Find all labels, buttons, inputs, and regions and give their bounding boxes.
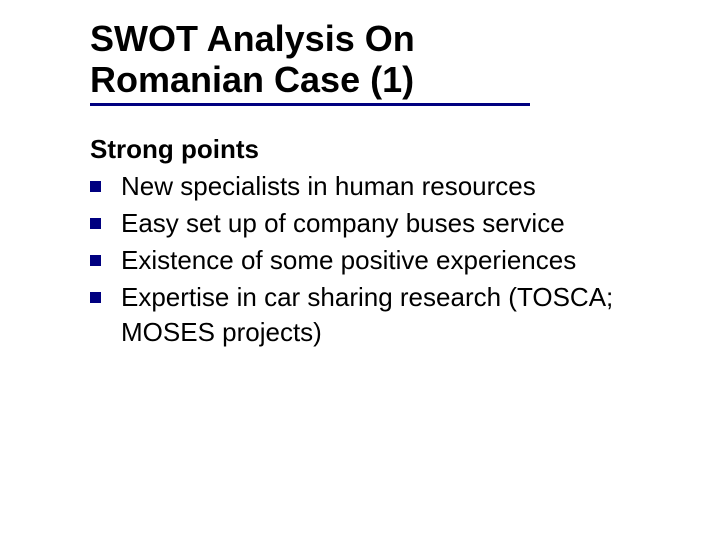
title-line-1: SWOT Analysis On: [90, 18, 415, 59]
list-item: Expertise in car sharing research (TOSCA…: [90, 280, 680, 350]
bullet-list: New specialists in human resources Easy …: [90, 169, 680, 350]
slide-title: SWOT Analysis On Romanian Case (1): [90, 18, 680, 101]
subtitle: Strong points: [90, 134, 680, 165]
bullet-text: New specialists in human resources: [121, 169, 536, 204]
square-bullet-icon: [90, 255, 101, 266]
title-underline: [90, 103, 530, 106]
slide-container: SWOT Analysis On Romanian Case (1) Stron…: [0, 0, 720, 540]
list-item: Easy set up of company buses service: [90, 206, 680, 241]
list-item: New specialists in human resources: [90, 169, 680, 204]
bullet-text: Easy set up of company buses service: [121, 206, 565, 241]
title-line-2: Romanian Case (1): [90, 59, 414, 100]
bullet-text: Existence of some positive experiences: [121, 243, 576, 278]
square-bullet-icon: [90, 292, 101, 303]
list-item: Existence of some positive experiences: [90, 243, 680, 278]
bullet-text: Expertise in car sharing research (TOSCA…: [121, 280, 680, 350]
square-bullet-icon: [90, 218, 101, 229]
square-bullet-icon: [90, 181, 101, 192]
